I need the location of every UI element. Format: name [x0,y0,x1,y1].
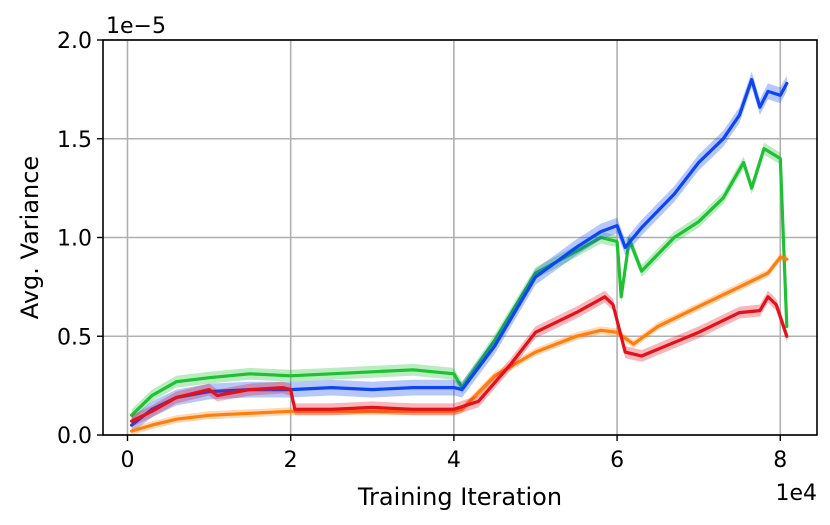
series-1-band [131,142,787,422]
y-tick-label: 1.0 [57,227,92,252]
series-2-band [131,71,787,433]
series-4 [130,290,789,428]
series-group [130,71,789,435]
x-tick-label: 4 [447,448,461,473]
y-tick-label: 0.5 [57,325,92,350]
y-tick-label: 2.0 [57,29,92,54]
ticks: 0 2 4 6 8 0.0 0.5 1.0 1.5 2.0 [57,29,787,473]
series-3 [130,253,789,435]
x-tick-label: 6 [610,448,624,473]
series-4-line [130,295,789,423]
x-axis-label: Training Iteration [357,483,562,511]
y-tick-label: 1.5 [57,128,92,153]
x-tick-label: 2 [284,448,298,473]
x-tick-label: 8 [773,448,787,473]
series-1 [130,142,789,422]
series-3-line [130,255,789,433]
y-axis-offset-label: 1e−5 [106,14,166,39]
y-axis-label: Avg. Variance [16,156,44,319]
y-tick-label: 0.0 [57,424,92,449]
series-1-line [130,147,789,417]
x-axis-offset-label: 1e4 [775,481,817,506]
x-tick-label: 0 [120,448,134,473]
